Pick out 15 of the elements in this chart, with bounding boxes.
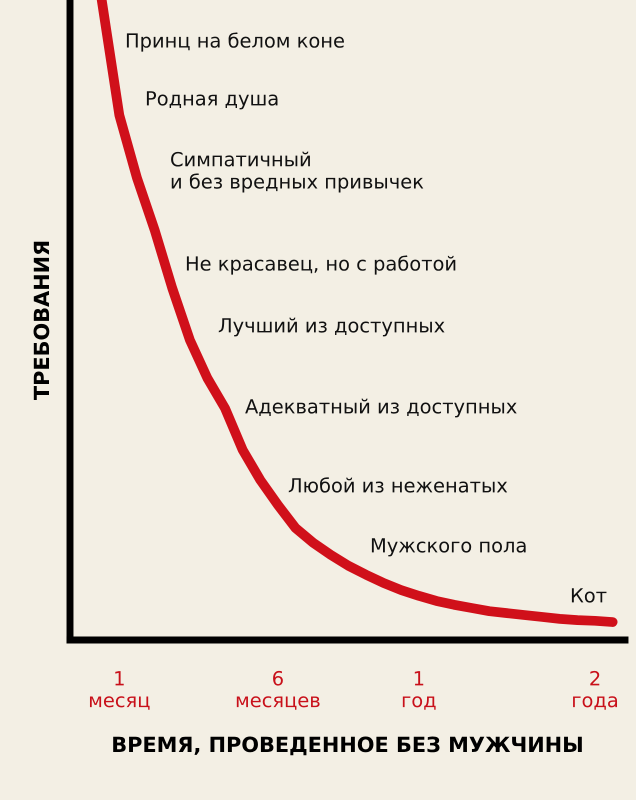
x-axis-title: ВРЕМЯ, ПРОВЕДЕННОЕ БЕЗ МУЖЧИНЫ [113,736,582,756]
annotation: Мужского пола [372,538,526,556]
annotation: Симпатичный и без вредных привычек [171,152,424,192]
annotation: Любой из неженатых [288,477,508,493]
annotation: Принц на белом коне [126,32,344,52]
x-tick-label: 1 год [402,671,436,710]
annotation: Лучший из доступных [218,318,445,336]
annotation: Адекватный из доступных [245,398,517,418]
annotation: Кот [572,588,606,603]
y-axis-title: ТРЕБОВАНИЯ [34,242,50,400]
annotation: Родная душа [146,91,278,110]
x-tick-label: 2 года [573,670,618,710]
x-tick-label: 1 месяц [90,671,150,710]
annotation: Не красавец, но с работой [186,255,456,275]
x-tick-label: 6 месяцев [236,670,320,710]
